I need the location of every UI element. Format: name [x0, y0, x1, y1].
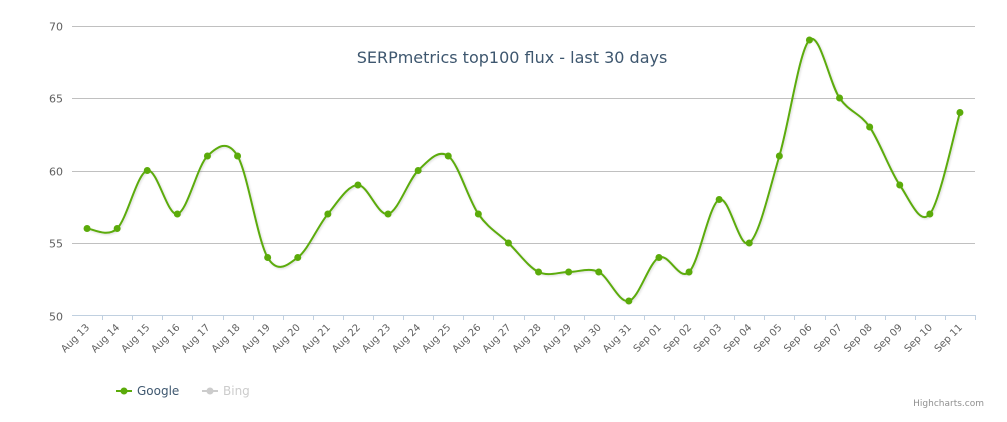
x-tick-label: Aug 13: [59, 322, 92, 355]
legend-item-bing[interactable]: Bing: [202, 384, 250, 398]
x-tick-label: Aug 23: [360, 322, 393, 355]
data-point-marker[interactable]: [805, 36, 813, 44]
x-tick-label: Aug 30: [571, 322, 604, 355]
x-tick-label: Sep 11: [933, 322, 965, 354]
x-tick-label: Sep 05: [752, 322, 784, 354]
x-tick-label: Aug 22: [330, 322, 363, 355]
x-tick-label: Aug 27: [481, 322, 514, 355]
x-tick-label: Sep 08: [842, 322, 874, 354]
data-point-marker[interactable]: [113, 225, 121, 232]
x-tick-label: Aug 14: [89, 322, 122, 355]
data-point-marker[interactable]: [264, 254, 272, 261]
y-tick-label: 55: [49, 238, 63, 251]
data-point-marker[interactable]: [926, 210, 934, 218]
x-tick-label: Aug 25: [421, 322, 454, 355]
data-point-marker[interactable]: [715, 196, 723, 203]
data-point-marker[interactable]: [354, 181, 362, 189]
x-tick-label: Aug 26: [451, 322, 484, 355]
y-axis-labels: 50 55 60 65 70: [49, 21, 63, 324]
data-point-marker[interactable]: [504, 239, 512, 247]
x-tick-label: Sep 09: [873, 322, 905, 354]
x-tick-label: Sep 06: [782, 322, 814, 354]
data-point-marker[interactable]: [324, 210, 332, 218]
data-point-marker[interactable]: [83, 225, 91, 232]
x-tick-label: Aug 16: [150, 322, 183, 355]
data-point-marker[interactable]: [595, 268, 603, 276]
x-tick-label: Sep 04: [722, 322, 754, 354]
x-tick-label: Sep 07: [812, 322, 844, 354]
x-tick-label: Aug 29: [541, 322, 574, 355]
legend-label-bing: Bing: [223, 384, 250, 398]
data-point-marker[interactable]: [535, 268, 543, 276]
data-point-marker[interactable]: [836, 94, 844, 102]
data-point-marker[interactable]: [685, 268, 693, 276]
data-point-marker[interactable]: [956, 109, 964, 116]
data-point-marker[interactable]: [173, 210, 181, 218]
x-axis-ticks: [102, 315, 976, 320]
x-tick-label: Aug 17: [180, 322, 213, 355]
x-tick-label: Aug 18: [210, 322, 243, 355]
credits-link[interactable]: Highcharts.com: [913, 399, 984, 409]
data-point-marker[interactable]: [565, 268, 573, 276]
y-tick-label: 65: [49, 93, 63, 106]
y-tick-label: 50: [49, 311, 63, 324]
y-gridlines: [72, 26, 975, 244]
x-tick-label: Aug 20: [270, 322, 303, 355]
data-point-marker[interactable]: [234, 152, 242, 160]
x-tick-label: Aug 19: [240, 322, 273, 355]
series-google[interactable]: [83, 36, 964, 305]
legend-item-google[interactable]: Google: [116, 384, 179, 398]
data-point-marker[interactable]: [143, 167, 151, 174]
chart-title: SERPmetrics top100 flux - last 30 days: [357, 48, 668, 67]
data-point-marker[interactable]: [896, 181, 904, 189]
data-point-marker[interactable]: [384, 210, 392, 218]
x-tick-label: Sep 01: [632, 322, 664, 354]
data-point-marker[interactable]: [866, 123, 874, 131]
data-point-marker[interactable]: [745, 239, 753, 247]
y-tick-label: 70: [49, 21, 63, 34]
data-point-marker[interactable]: [474, 210, 482, 218]
data-point-marker[interactable]: [203, 152, 211, 160]
data-point-marker[interactable]: [775, 152, 783, 160]
legend-label-google: Google: [137, 384, 179, 398]
data-point-marker[interactable]: [414, 167, 422, 174]
series-line: [86, 37, 961, 303]
x-tick-label: Aug 31: [601, 322, 634, 355]
legend-marker-icon: [120, 387, 128, 395]
data-point-marker[interactable]: [444, 152, 452, 160]
data-point-marker[interactable]: [625, 297, 633, 305]
x-tick-label: Aug 28: [511, 322, 544, 355]
legend: Google Bing: [116, 384, 250, 398]
x-tick-label: Sep 03: [692, 322, 724, 354]
legend-marker-icon: [206, 387, 214, 395]
x-tick-label: Aug 21: [300, 322, 333, 355]
x-tick-label: Sep 02: [662, 322, 694, 354]
data-point-marker[interactable]: [655, 254, 663, 261]
data-point-marker[interactable]: [294, 254, 302, 261]
x-tick-label: Aug 24: [390, 322, 423, 355]
x-tick-label: Sep 10: [903, 322, 935, 354]
y-tick-label: 60: [49, 166, 63, 179]
x-tick-label: Aug 15: [120, 322, 153, 355]
